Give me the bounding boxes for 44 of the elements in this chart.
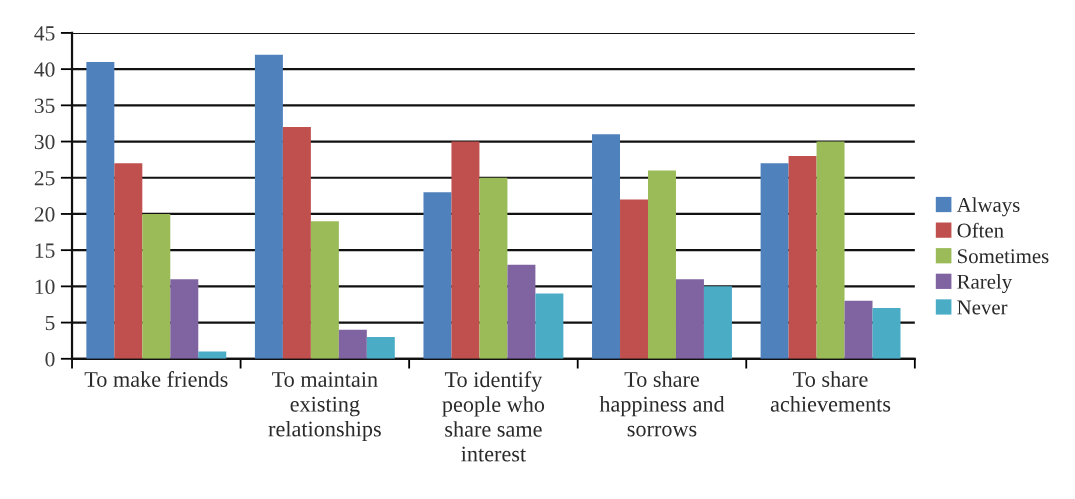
bar: [760, 163, 789, 359]
bar: [592, 134, 621, 359]
bar: [507, 264, 536, 359]
y-tick-label: 0: [45, 351, 55, 367]
bar: [816, 141, 845, 359]
x-tick-label: To identify people who share same interest: [442, 371, 545, 462]
legend-label: Sometimes: [958, 249, 1049, 264]
bar: [451, 141, 480, 359]
y-tick-label: 20: [34, 207, 55, 222]
bar: [338, 329, 367, 359]
y-tick-label: 40: [34, 62, 55, 77]
bar: [366, 337, 395, 359]
bar: [310, 221, 339, 359]
legend-label: Often: [957, 222, 1004, 238]
bar: [703, 286, 732, 359]
legend-label: Rarely: [957, 274, 1013, 294]
bar: [479, 177, 508, 359]
x-tick-label: To share happiness and sorrows: [599, 371, 725, 437]
y-tick-label: 35: [34, 98, 55, 114]
x-tick-label: To maintain existing relationships: [268, 371, 381, 442]
y-tick-label: 30: [34, 134, 55, 150]
x-tick-label: To make friends: [84, 371, 228, 387]
legend-label: Always: [956, 197, 1020, 217]
bar: [844, 300, 873, 359]
legend-label: Never: [957, 300, 1008, 315]
bar: [647, 170, 676, 359]
bar: [142, 213, 171, 359]
x-tick-label: To share achievements: [770, 371, 891, 412]
y-tick-label: 10: [35, 279, 55, 295]
bar: [872, 308, 901, 359]
bar: [535, 293, 564, 359]
bar: [114, 163, 143, 359]
bar: [254, 54, 283, 359]
y-tick-label: 25: [34, 170, 55, 186]
y-tick-label: 5: [45, 315, 55, 331]
bar: [282, 127, 311, 359]
bar: [170, 279, 199, 359]
bar: [423, 192, 452, 359]
bar: [620, 199, 648, 359]
bar: [675, 279, 704, 359]
y-tick-label: 15: [35, 243, 55, 258]
y-tick-label: 45: [34, 26, 55, 41]
bar: [86, 61, 115, 359]
bar: [788, 156, 817, 359]
